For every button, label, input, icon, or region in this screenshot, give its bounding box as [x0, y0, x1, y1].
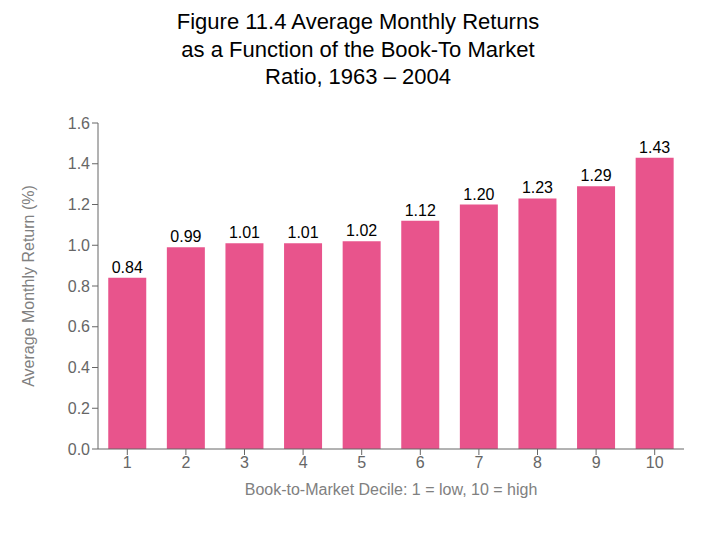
svg-text:10: 10 [646, 454, 664, 471]
svg-text:0.99: 0.99 [170, 228, 201, 245]
svg-text:1.6: 1.6 [68, 114, 90, 131]
html-text:as a Function of the Book-To M: as a Function of the Book-To Market [181, 36, 535, 62]
svg-text:1.02: 1.02 [346, 222, 377, 239]
svg-text:1.0: 1.0 [68, 236, 90, 253]
svg-text:8: 8 [533, 454, 542, 471]
svg-text:5: 5 [357, 454, 366, 471]
svg-text:0.0: 0.0 [68, 440, 90, 457]
svg-text:2: 2 [181, 454, 190, 471]
svg-text:0.6: 0.6 [68, 318, 90, 335]
svg-text:Book-to-Market Decile: 1 = low: Book-to-Market Decile: 1 = low, 10 = hig… [245, 481, 538, 498]
svg-text:0.8: 0.8 [68, 277, 90, 294]
svg-text:1.01: 1.01 [287, 224, 318, 241]
svg-text:1.23: 1.23 [522, 179, 553, 196]
svg-text:0.2: 0.2 [68, 399, 90, 416]
svg-text:1.01: 1.01 [229, 224, 260, 241]
svg-text:6: 6 [416, 454, 425, 471]
svg-text:1.12: 1.12 [405, 201, 436, 218]
svg-text:1.43: 1.43 [639, 138, 670, 155]
html-text:Figure 11.4 Average Monthly Re: Figure 11.4 Average Monthly Returns [176, 9, 540, 34]
svg-text:3: 3 [240, 454, 249, 471]
svg-text:0.84: 0.84 [112, 258, 143, 275]
svg-text:1: 1 [123, 454, 132, 471]
svg-text:1.2: 1.2 [68, 196, 90, 213]
svg-text:1.20: 1.20 [463, 185, 494, 202]
svg-text:1.29: 1.29 [580, 167, 611, 184]
svg-text:9: 9 [592, 454, 601, 471]
html-text:Ratio, 1963 – 2004: Ratio, 1963 – 2004 [265, 64, 451, 89]
svg-text:4: 4 [299, 454, 308, 471]
svg-text:Average Monthly Return (%): Average Monthly Return (%) [20, 185, 37, 387]
svg-text:1.4: 1.4 [68, 155, 90, 172]
svg-text:0.4: 0.4 [68, 359, 90, 376]
svg-text:7: 7 [474, 454, 483, 471]
